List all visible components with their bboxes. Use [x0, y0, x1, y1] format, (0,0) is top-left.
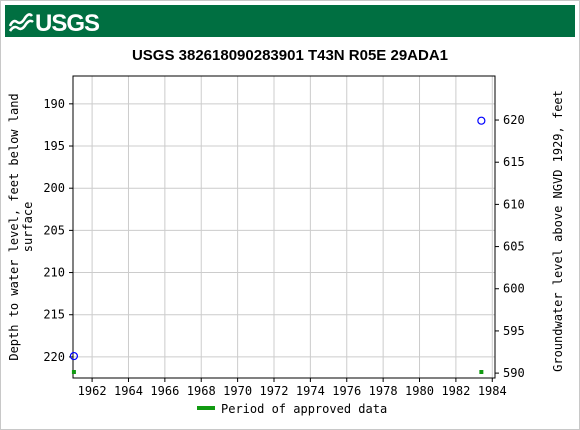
x-tick-label: 1970	[223, 384, 252, 398]
approved-period-marker	[71, 370, 76, 374]
left-tick-label: 210	[43, 266, 65, 280]
x-tick-label: 1962	[78, 384, 107, 398]
x-tick-label: 1976	[332, 384, 361, 398]
right-axis-label: Groundwater level above NGVD 1929, feet	[551, 90, 565, 372]
usgs-header-banner	[5, 5, 575, 37]
plot-area-frame	[72, 75, 496, 379]
x-tick-label: 1984	[478, 384, 507, 398]
left-tick-label: 190	[43, 97, 65, 111]
right-tick-label: 595	[503, 324, 525, 338]
left-tick-label: 215	[43, 308, 65, 322]
legend-swatch	[197, 406, 215, 410]
usgs-logo-text: USGS	[35, 10, 100, 37]
right-tick-label: 605	[503, 240, 525, 254]
left-axis-label-line2: surface	[21, 202, 35, 253]
left-y-axis: 190 195 200 205 210 215 220	[43, 97, 73, 364]
right-tick-label: 590	[503, 366, 525, 380]
right-tick-label: 615	[503, 155, 525, 169]
usgs-logo-icon	[8, 13, 34, 32]
right-tick-label: 620	[503, 113, 525, 127]
data-point	[477, 116, 486, 125]
left-tick-label: 205	[43, 223, 65, 237]
chart-title: USGS 382618090283901 T43N R05E 29ADA1	[132, 47, 448, 64]
x-tick-label: 1974	[296, 384, 325, 398]
approved-period-markers	[71, 370, 484, 374]
right-tick-label: 600	[503, 282, 525, 296]
data-points	[69, 116, 486, 361]
x-tick-label: 1968	[187, 384, 216, 398]
approved-period-marker	[479, 370, 484, 374]
x-tick-label: 1982	[441, 384, 470, 398]
x-tick-label: 1980	[405, 384, 434, 398]
right-y-axis: 620 615 610 605 600 595 590	[495, 113, 525, 380]
x-tick-label: 1966	[150, 384, 179, 398]
left-tick-label: 195	[43, 139, 65, 153]
x-tick-label: 1964	[114, 384, 143, 398]
data-point	[69, 351, 79, 361]
left-tick-label: 200	[43, 181, 65, 195]
legend-label: Period of approved data	[221, 402, 387, 416]
x-tick-label: 1972	[260, 384, 289, 398]
x-axis: 1962 1964 1966 1968 1970 1972 1974 1976 1978 1980…	[78, 378, 507, 398]
right-tick-label: 610	[503, 197, 525, 211]
left-tick-label: 220	[43, 350, 65, 364]
x-tick-label: 1978	[369, 384, 398, 398]
grid-lines	[73, 76, 495, 378]
left-axis-label-line1: Depth to water level, feet below land	[7, 93, 21, 360]
